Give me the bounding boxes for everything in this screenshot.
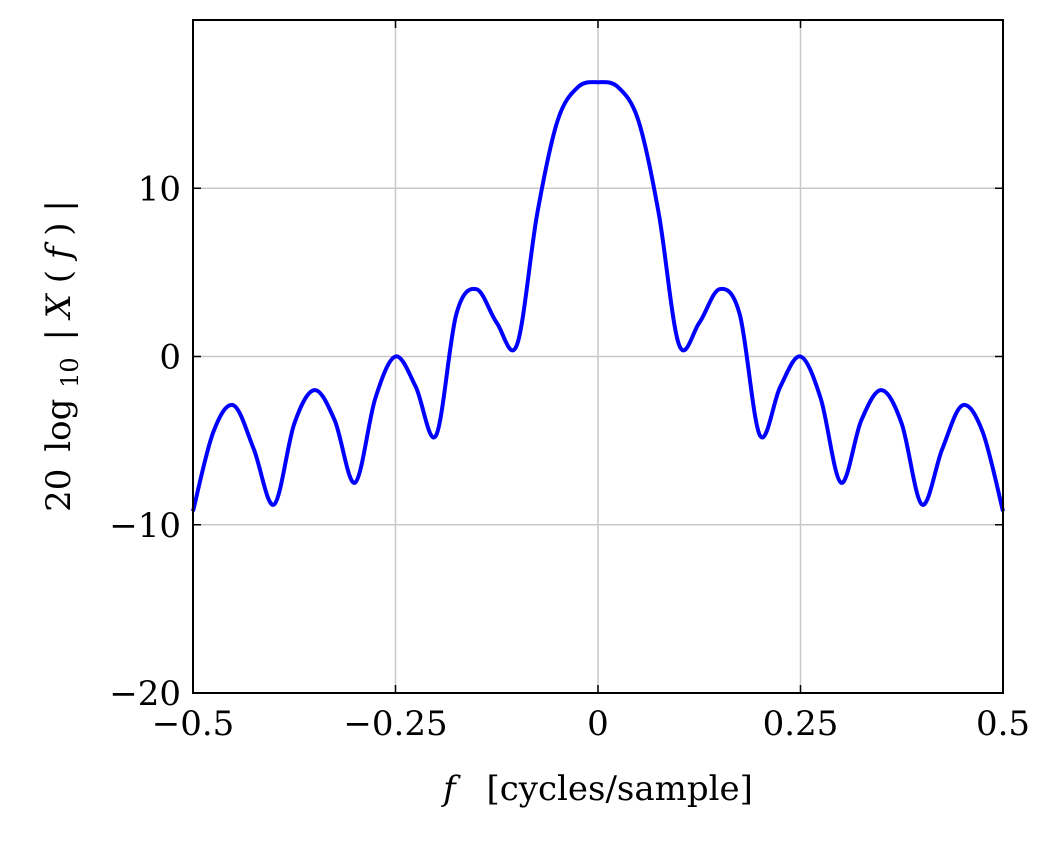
y-label-open-bar: | xyxy=(39,329,79,340)
x-tick-label: −0.5 xyxy=(152,704,235,744)
y-label-subscript: 10 xyxy=(56,357,84,388)
tick-marks xyxy=(192,20,1004,694)
y-axis-label: 20 log 10 | X ( f ) | xyxy=(39,200,87,512)
x-tick-label: 0.25 xyxy=(763,704,839,744)
x-tick-label: −0.25 xyxy=(343,704,447,744)
y-tick-label: 0 xyxy=(159,338,181,378)
y-tick-labels: −20 −10 0 10 xyxy=(109,169,181,714)
series-layer xyxy=(191,80,1005,512)
y-tick-label: −20 xyxy=(109,674,181,714)
x-tick-label: 0.5 xyxy=(976,704,1030,744)
y-tick-label: −10 xyxy=(109,506,181,546)
x-tick-label: 0 xyxy=(587,704,609,744)
y-label-open-paren: ( xyxy=(39,270,79,283)
y-label-prefix: 20 xyxy=(39,469,79,512)
x-axis-unit: [cycles/sample] xyxy=(486,769,752,809)
grid xyxy=(193,20,1003,693)
x-axis-label: f [cycles/sample] xyxy=(440,769,753,809)
y-label-arg: f xyxy=(39,241,79,262)
series-line xyxy=(191,80,1005,512)
y-label-close-bar: | xyxy=(39,200,79,211)
y-label-close-paren: ) xyxy=(39,222,79,235)
y-tick-label: 10 xyxy=(138,169,181,209)
y-label-func: log xyxy=(39,399,79,452)
x-tick-labels: −0.5 −0.25 0 0.25 0.5 xyxy=(152,704,1030,744)
y-label-var: X xyxy=(39,292,79,321)
x-axis-symbol: f xyxy=(440,769,461,809)
